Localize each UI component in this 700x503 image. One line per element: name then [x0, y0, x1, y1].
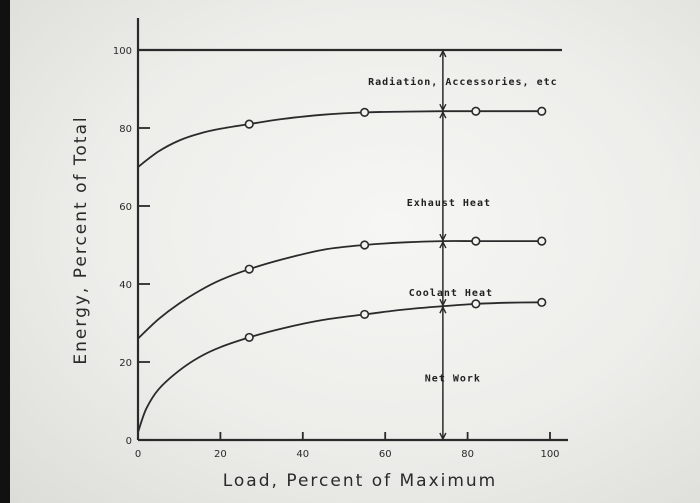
arrow-head [439, 240, 447, 249]
band-label: Radiation, Accessories, etc [368, 76, 558, 88]
x-tick-labels: 0 20 40 60 80 100 [135, 449, 560, 460]
data-point [244, 119, 254, 129]
x-tick-label: 60 [379, 449, 392, 460]
data-point [244, 332, 254, 343]
data-point [537, 297, 547, 307]
y-tick-labels: 0 20 40 60 80 100 [113, 46, 132, 447]
y-tick-label: 60 [119, 202, 132, 213]
x-tick-label: 20 [214, 449, 227, 460]
y-tick-label: 100 [113, 46, 132, 57]
data-point [360, 309, 370, 320]
x-tick-label: 40 [296, 449, 309, 460]
data-point [244, 264, 254, 274]
arrow-head [439, 298, 447, 307]
arrow-head [439, 103, 447, 112]
data-point [537, 106, 547, 116]
series-markers [244, 106, 547, 343]
data-point [360, 107, 370, 117]
arrow-head [439, 110, 447, 119]
series-lines [137, 110, 542, 433]
data-point [537, 236, 547, 246]
band-label: Net Work [425, 374, 481, 385]
band-label: Exhaust Heat [407, 198, 491, 209]
y-tick-label: 20 [119, 358, 132, 369]
arrow-head [439, 305, 447, 314]
x-tick-label: 80 [461, 449, 474, 460]
arrow-head [439, 432, 447, 441]
series-line [137, 110, 542, 168]
band-annotations: Radiation, Accessories, etc Exhaust Heat C… [368, 49, 558, 441]
y-axis-title: Energy, Percent of Total [71, 115, 91, 364]
axes [136, 18, 568, 442]
data-point [471, 236, 481, 246]
data-point [471, 106, 481, 116]
photo-border [0, 0, 10, 503]
arrow-head [439, 233, 447, 242]
series-line [137, 301, 542, 433]
x-tick-label: 0 [135, 449, 141, 460]
chart-photo-background [10, 0, 700, 503]
y-tick-label: 80 [119, 124, 132, 135]
x-tick-label: 100 [540, 449, 559, 460]
y-tick-label: 0 [126, 436, 132, 447]
arrow-head [439, 49, 447, 58]
x-axis-title: Load, Percent of Maximum [223, 471, 498, 491]
band-label: Coolant Heat [409, 288, 493, 299]
data-point [471, 299, 481, 309]
data-point [360, 240, 370, 250]
y-tick-label: 40 [119, 280, 132, 291]
